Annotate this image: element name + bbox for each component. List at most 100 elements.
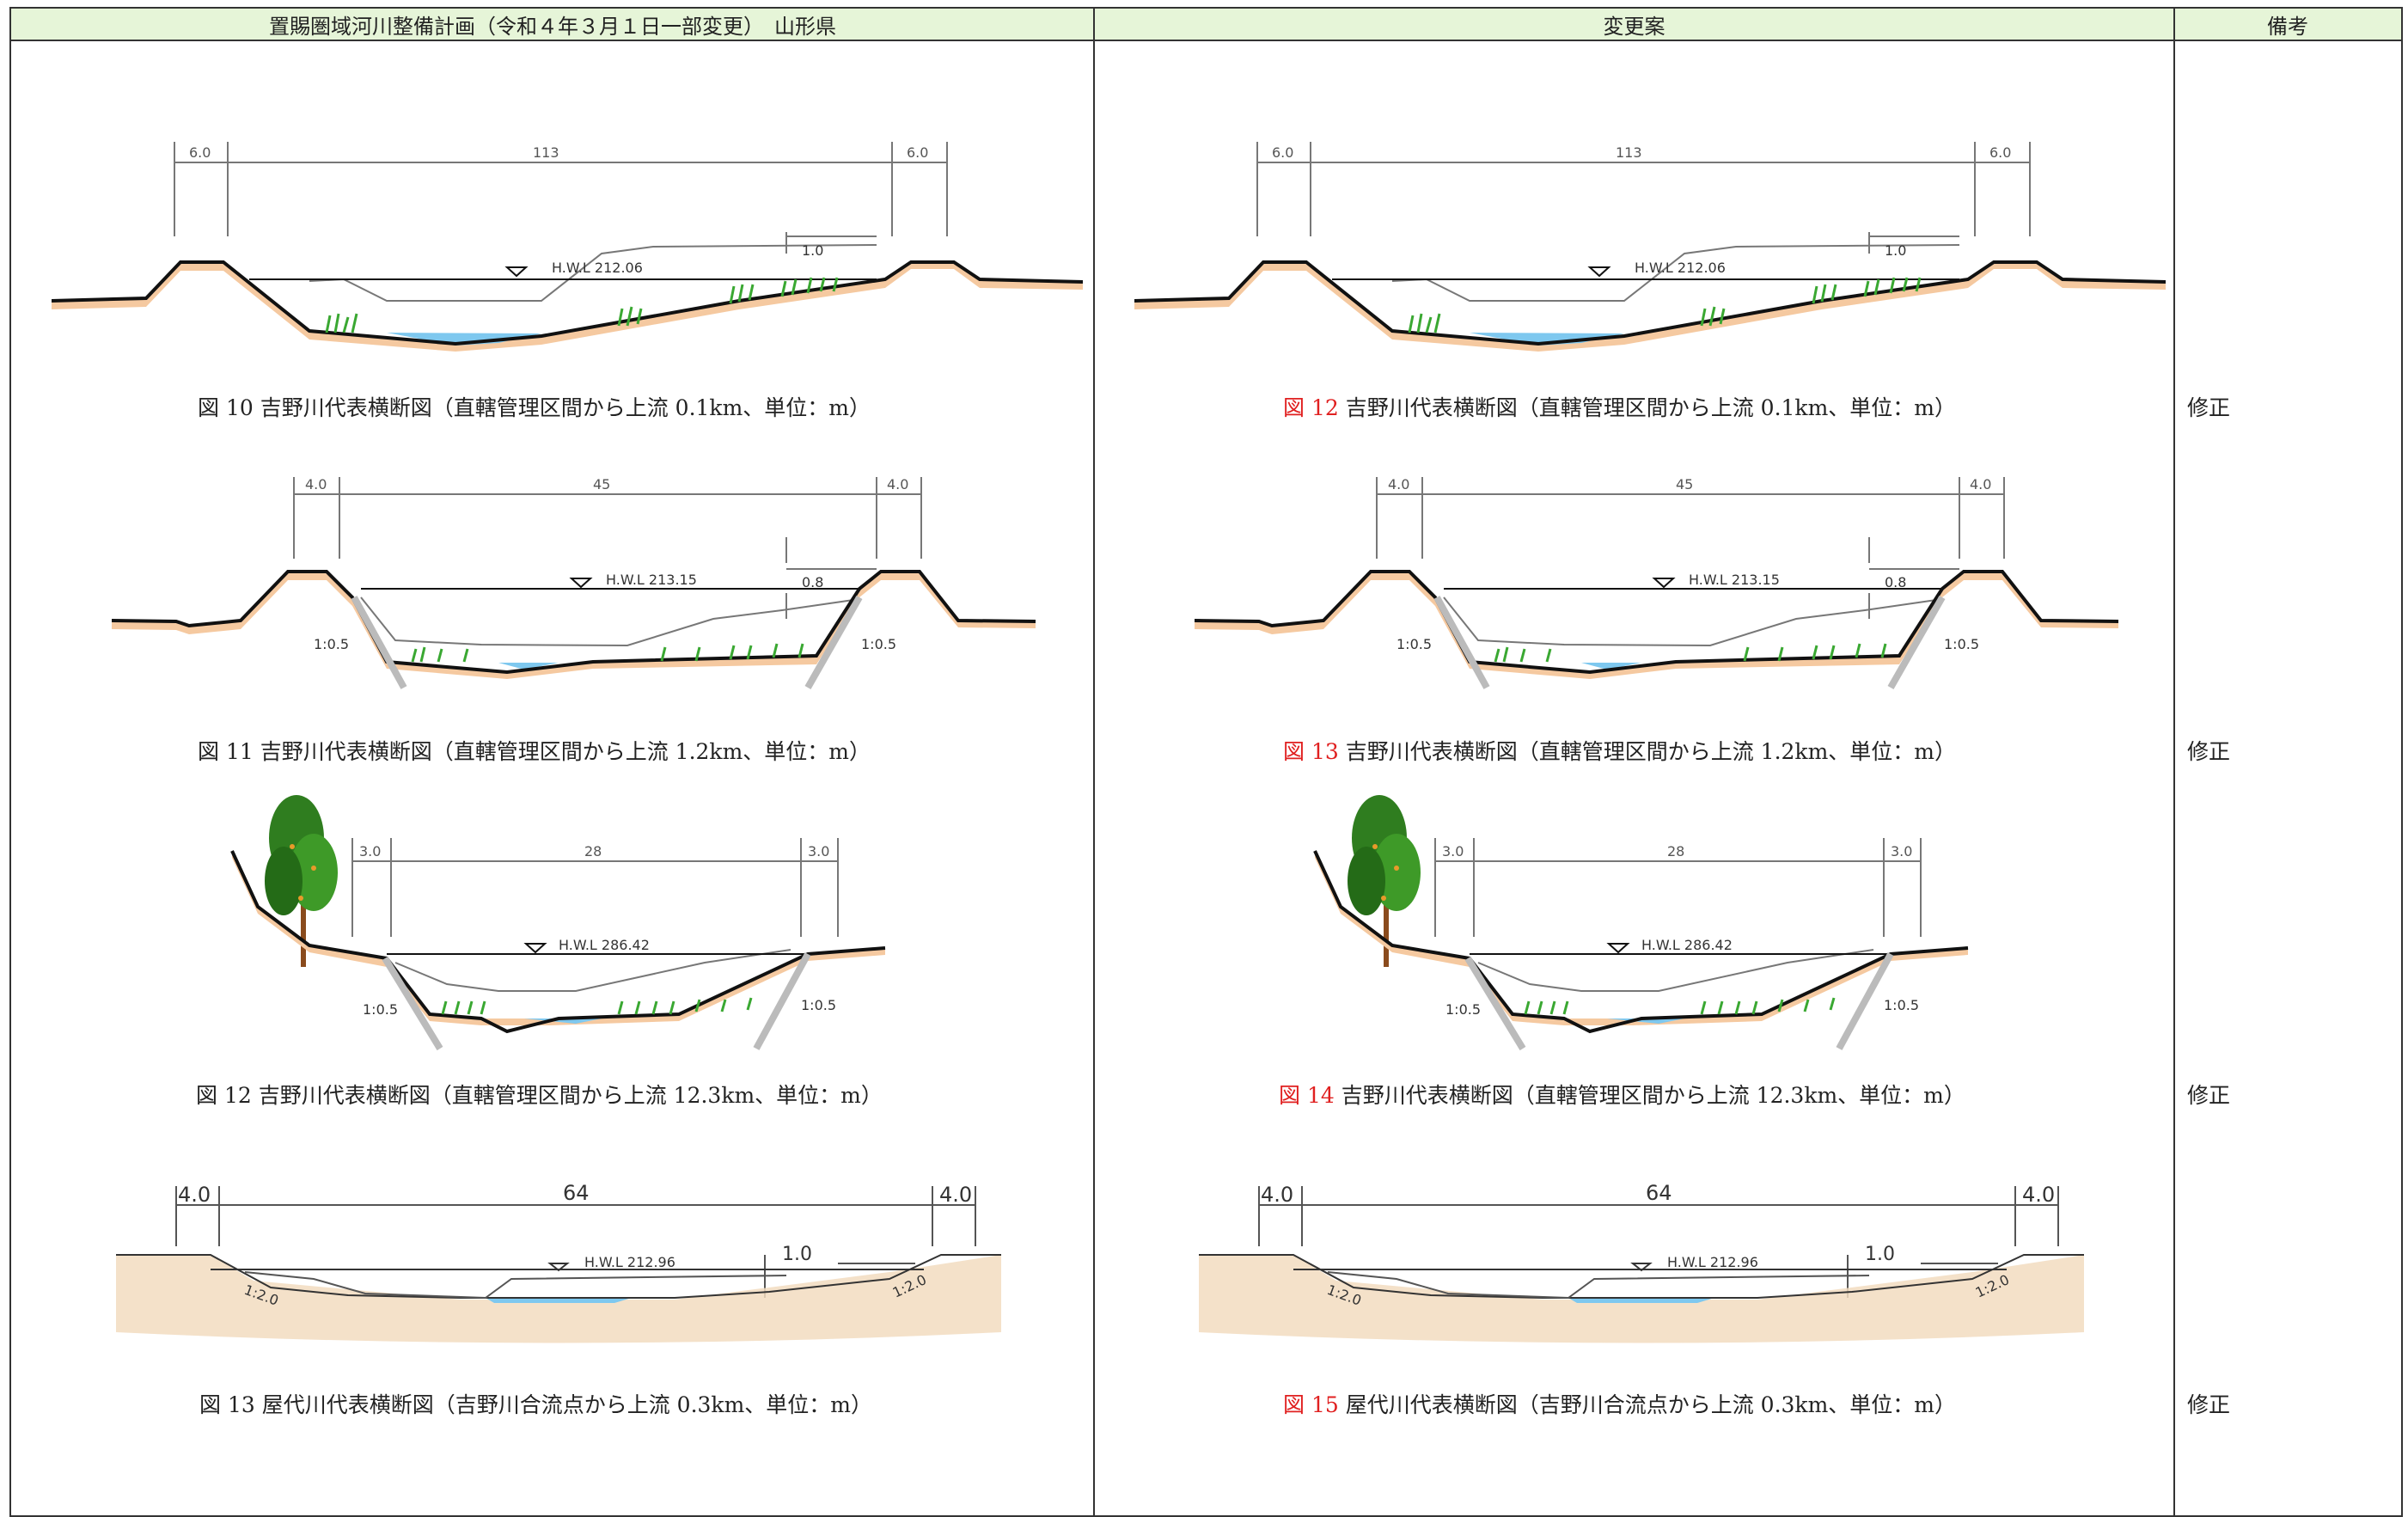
water-level-icon [1630, 1263, 1653, 1272]
bank-shading [116, 1255, 1001, 1343]
figure-caption: 図 12 吉野川代表横断図（直轄管理区間から上流 0.1km、単位：m） [1283, 395, 1956, 420]
river-profile [1313, 850, 1969, 1034]
tree-icon [1348, 795, 1421, 967]
figure-caption: 図 14 吉野川代表横断図（直轄管理区間から上流 12.3km、単位：m） [1279, 1083, 1965, 1108]
remark-text: 修正 [2187, 739, 2231, 764]
hwl-label: H.W.L 213.15 [606, 572, 697, 588]
freeboard-label: 1.0 [802, 242, 823, 259]
slope-label: 1:0.5 [1884, 997, 1919, 1013]
cross-section-figure: 4.0 45 4.0 H.W.L 213.15 0.8 1:0.5 1:0.5 [112, 476, 1036, 689]
river-profile [230, 850, 886, 1034]
revetment [351, 596, 863, 689]
hwl-label: H.W.L 212.96 [1667, 1254, 1758, 1270]
dim-label: 4.0 [887, 476, 908, 492]
remark-text: 修正 [2187, 395, 2231, 420]
grass-icon [441, 997, 753, 1015]
header-current-plan: 置賜圏域河川整備計画（令和４年３月１日一部変更） 山形県 [11, 9, 1094, 41]
hwl-label: H.W.L 213.15 [1689, 572, 1780, 588]
column-divider [2173, 9, 2175, 1515]
dim-label: 4.0 [305, 476, 327, 492]
figure-caption: 図 13 屋代川代表横断図（吉野川合流点から上流 0.3km、単位：m） [199, 1392, 872, 1417]
dim-label: 3.0 [359, 843, 381, 859]
river-profile [1199, 1254, 2084, 1299]
remark-text: 修正 [2187, 1392, 2231, 1417]
bank-shading [1134, 262, 2166, 352]
water-level-icon [523, 943, 547, 954]
water [1568, 1298, 1714, 1303]
tree-icon [265, 795, 338, 967]
cross-section-figure: 3.0 28 3.0 H.W.L 286.42 1:0.5 1:0.5 [230, 795, 886, 1051]
hwl-label: H.W.L 212.06 [552, 260, 643, 276]
cross-section-figure: 4.0 64 4.0 H.W.L 212.96 1.0 1:2.0 1:2.0 [116, 1181, 1001, 1343]
dim-label: 28 [1667, 843, 1684, 859]
figure-caption: 図 10 吉野川代表横断図（直轄管理区間から上流 0.1km、単位：m） [198, 395, 871, 420]
water-level-icon [504, 266, 529, 278]
cross-section-figure: 4.0 64 4.0 H.W.L 212.96 1.0 1:2.0 1:2.0 [1199, 1181, 2084, 1343]
dim-label: 64 [1646, 1181, 1672, 1205]
water-level-icon [1587, 266, 1611, 278]
slope-label: 1:0.5 [1445, 1001, 1481, 1018]
freeboard-label: 0.8 [802, 574, 823, 590]
hwl-label: H.W.L 212.96 [584, 1254, 675, 1270]
dim-label: 3.0 [1891, 843, 1912, 859]
grass-icon [1408, 277, 1922, 333]
revetment [1433, 596, 1946, 689]
grass-icon [325, 277, 839, 333]
water [1470, 333, 1624, 346]
river-profile [112, 570, 1036, 675]
figure-caption: 図 11 吉野川代表横断図（直轄管理区間から上流 1.2km、単位：m） [198, 739, 871, 764]
dim-label: 6.0 [189, 144, 211, 161]
freeboard-label: 1.0 [1885, 242, 1906, 259]
dim-label: 113 [1616, 144, 1642, 161]
dim-label: 4.0 [2022, 1183, 2055, 1207]
dim-label: 64 [563, 1181, 590, 1205]
dim-label: 3.0 [1442, 843, 1464, 859]
slope-label: 1:0.5 [1397, 636, 1432, 652]
slope-label: 1:0.5 [801, 997, 836, 1013]
hwl-label: H.W.L 212.06 [1635, 260, 1726, 276]
cross-section-figure: 6.0 113 6.0 H.W.L 212.06 1.0 [52, 142, 1083, 352]
river-profile [52, 260, 1083, 346]
water [524, 1018, 602, 1024]
grass-icon [1524, 997, 1836, 1015]
remark-text: 修正 [2187, 1083, 2231, 1108]
bank-shading [1199, 1255, 2084, 1343]
water-level-icon [1652, 578, 1676, 589]
water [498, 663, 559, 670]
revetment [382, 952, 811, 1051]
hwl-label: H.W.L 286.42 [1641, 937, 1733, 953]
grass-icon [411, 643, 804, 663]
cross-section-figure: 6.0 113 6.0 H.W.L 212.06 1.0 [1134, 142, 2166, 352]
figure-caption: 図 12 吉野川代表横断図（直轄管理区間から上流 12.3km、単位：m） [196, 1083, 883, 1108]
bank-shading [52, 262, 1083, 352]
header-revision: 変更案 [1094, 9, 2174, 41]
water-level-icon [569, 578, 593, 589]
cross-section-figure: 3.0 28 3.0 H.W.L 286.42 1:0.5 1:0.5 [1313, 795, 1969, 1051]
slope-label: 1:0.5 [363, 1001, 398, 1018]
water [486, 1298, 632, 1303]
revetment [1464, 952, 1894, 1051]
figure-caption: 図 15 屋代川代表横断図（吉野川合流点から上流 0.3km、単位：m） [1283, 1392, 1956, 1417]
dim-label: 45 [1676, 476, 1693, 492]
river-profile [1195, 570, 2119, 675]
river-profile [1134, 260, 2166, 346]
dim-label: 28 [584, 843, 602, 859]
slope-label: 1:0.5 [314, 636, 349, 652]
water [387, 333, 541, 346]
dim-label: 4.0 [1970, 476, 1991, 492]
dim-label: 4.0 [1261, 1183, 1293, 1207]
dim-label: 6.0 [907, 144, 928, 161]
header-remarks: 備考 [2174, 9, 2401, 41]
dim-label: 113 [533, 144, 559, 161]
slope-label: 1:0.5 [1944, 636, 1979, 652]
slope-label: 1:0.5 [861, 636, 896, 652]
water-level-icon [547, 1263, 570, 1272]
freeboard-label: 1.0 [1865, 1244, 1895, 1265]
dim-label: 3.0 [808, 843, 829, 859]
dim-label: 45 [593, 476, 610, 492]
dim-label: 6.0 [1272, 144, 1293, 161]
column-divider [1093, 9, 1095, 1515]
water [1581, 663, 1641, 670]
river-profile [116, 1254, 1001, 1299]
dim-label: 4.0 [939, 1183, 972, 1207]
